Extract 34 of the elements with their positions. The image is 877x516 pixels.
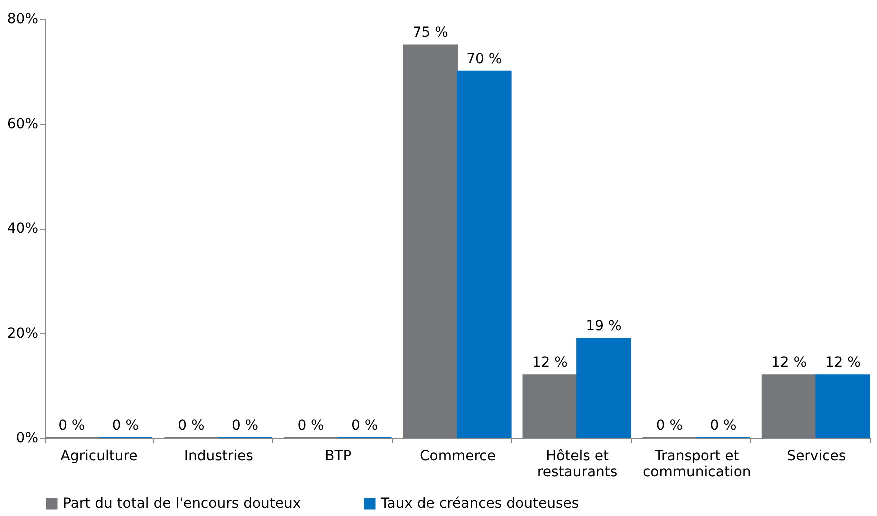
data-label: 12 % <box>772 355 808 372</box>
y-tick-label: 60% <box>7 116 38 132</box>
y-tick-label: 0% <box>16 430 38 446</box>
data-label: 12 % <box>532 355 568 372</box>
data-label: 0 % <box>232 418 259 434</box>
bar <box>457 70 512 438</box>
data-label: 0 % <box>710 418 737 434</box>
bar <box>522 374 578 438</box>
data-label: 0 % <box>656 418 684 434</box>
bar <box>762 374 817 438</box>
x-tick-label: Commerce <box>420 448 496 464</box>
data-label: 0 % <box>298 418 324 434</box>
y-tick-label: 20% <box>7 326 38 342</box>
legend-label: Taux de créances douteuses <box>380 496 580 512</box>
bar <box>576 338 632 438</box>
x-tick-label: Hôtels et restaurants <box>537 448 618 480</box>
data-label: 0 % <box>178 418 205 434</box>
data-label: 70 % <box>466 51 502 68</box>
x-tick-label: Services <box>787 448 846 464</box>
data-label: 0 % <box>58 418 86 434</box>
x-tick-label: Transport et communication <box>642 448 752 480</box>
data-label: 12 % <box>825 355 861 372</box>
legend-label: Part du total de l'encours douteux <box>63 496 302 512</box>
bar <box>816 374 870 438</box>
y-tick-label: 80% <box>7 12 38 28</box>
x-tick-label: BTP <box>325 448 352 464</box>
x-tick-label: Industries <box>184 448 254 464</box>
data-label: 19 % <box>586 318 622 334</box>
x-tick-label: Agriculture <box>60 448 138 464</box>
data-label: 0 % <box>352 418 378 434</box>
data-label: 75 % <box>412 25 448 42</box>
bar <box>403 44 458 438</box>
data-label: 0 % <box>112 418 140 434</box>
y-tick-label: 40% <box>7 221 38 237</box>
